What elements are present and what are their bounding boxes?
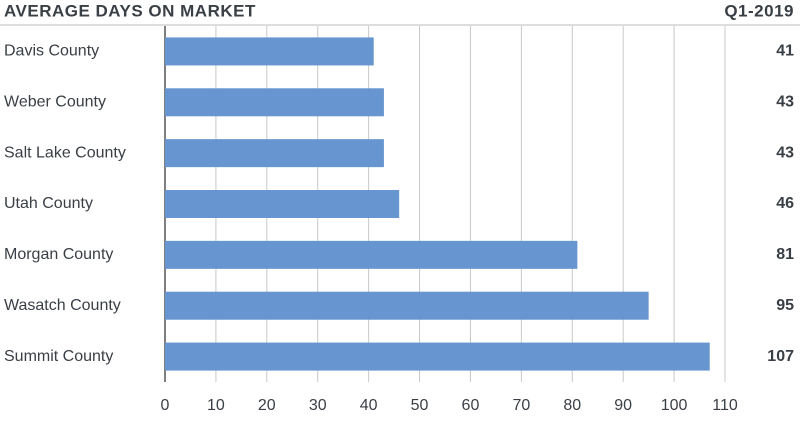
category-label: Salt Lake County	[4, 144, 126, 161]
value-label: 41	[776, 43, 794, 60]
x-tick-label: 0	[161, 397, 170, 414]
x-tick-label: 30	[309, 397, 327, 414]
bar	[165, 190, 400, 218]
x-tick-label: 10	[207, 397, 225, 414]
category-label: Weber County	[4, 94, 106, 111]
category-label: Morgan County	[4, 246, 113, 263]
x-tick-label: 80	[563, 397, 581, 414]
x-tick-label: 60	[462, 397, 480, 414]
x-tick-label: 50	[411, 397, 429, 414]
value-label: 43	[776, 94, 794, 111]
bar	[165, 139, 384, 168]
bar	[165, 37, 374, 66]
category-label: Summit County	[4, 348, 113, 365]
bar	[165, 291, 649, 320]
value-label: 46	[776, 195, 794, 212]
x-tick-label: 100	[661, 397, 688, 414]
chart-title: AVERAGE DAYS ON MARKET	[4, 1, 256, 20]
category-label: Davis County	[4, 43, 99, 60]
x-tick-label: 110	[712, 397, 738, 414]
category-label: Wasatch County	[4, 297, 121, 314]
bar	[165, 342, 710, 371]
value-label: 81	[776, 246, 794, 263]
x-tick-label: 90	[614, 397, 632, 414]
bar	[165, 240, 578, 269]
bar	[165, 88, 384, 117]
category-label: Utah County	[4, 195, 93, 212]
chart-subtitle: Q1-2019	[724, 1, 794, 20]
x-tick-label: 70	[512, 397, 530, 414]
value-label: 95	[776, 297, 794, 314]
value-label: 107	[767, 348, 794, 365]
x-tick-label: 20	[258, 397, 276, 414]
value-label: 43	[776, 144, 794, 161]
x-tick-label: 40	[360, 397, 378, 414]
